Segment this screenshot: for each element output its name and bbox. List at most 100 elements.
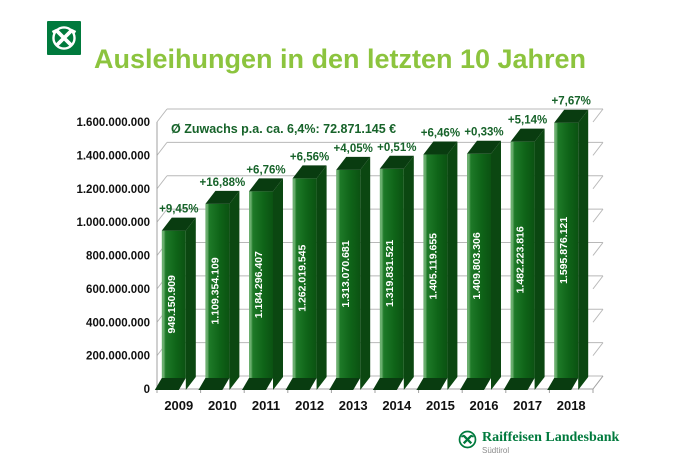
bar-value-label: 1.313.070.681	[340, 240, 352, 307]
bar-value-label: 1.405.119.655	[427, 233, 439, 300]
growth-label: +5,14%	[508, 115, 547, 127]
bar-2012	[292, 178, 317, 378]
gridline-right-depth-stub	[592, 308, 604, 323]
bar-2017	[510, 141, 535, 378]
logo-circle	[458, 430, 477, 449]
growth-label: +16,88%	[200, 177, 246, 189]
bar-2018	[554, 122, 579, 378]
growth-label: +4,05%	[334, 143, 373, 155]
year-label: 2018	[557, 398, 586, 413]
gridline-right-depth-stub	[592, 175, 604, 190]
bar-top-face	[205, 190, 240, 204]
bar-top-face	[249, 178, 283, 192]
year-label: 2015	[426, 398, 455, 413]
x-axis-depth-line	[592, 375, 604, 390]
bar-side-face	[185, 217, 196, 390]
logo-cross	[55, 29, 73, 47]
gable-cross-icon-small	[458, 430, 477, 449]
gable-cross-icon	[47, 21, 81, 55]
bar-value-label: 1.319.831.521	[384, 240, 396, 307]
bar-value-label: 1.482.223.816	[515, 226, 527, 293]
bar-top-face	[554, 109, 589, 123]
gridline-right-depth-stub	[592, 242, 604, 256]
growth-label: +6,76%	[246, 164, 285, 176]
bar-2009	[161, 230, 186, 378]
bar-top-face	[423, 141, 458, 155]
logo-circle	[52, 26, 76, 50]
page-title: Ausleihungen in den letzten 10 Jahren	[93, 44, 587, 74]
bar-foot	[460, 378, 491, 390]
bar-side-face	[447, 141, 458, 390]
y-axis-label: 1.200.000.000	[76, 184, 150, 196]
bar-foot	[547, 378, 579, 390]
logo-cross-hooks	[51, 28, 77, 34]
bar-2015	[423, 154, 448, 378]
bar-foot	[242, 378, 273, 390]
bar-foot	[154, 378, 186, 390]
bar-foot	[416, 378, 448, 390]
year-label: 2017	[513, 398, 542, 413]
gridline-right-depth-stub	[592, 342, 604, 356]
gridline-left-depth-stub	[156, 175, 168, 190]
year-label: 2011	[252, 398, 280, 413]
logo-cross-hooks	[460, 434, 475, 438]
gridline-right-depth-stub	[592, 208, 604, 223]
bar-top-face	[467, 140, 501, 154]
bar-side-face	[229, 190, 240, 390]
bar-foot	[285, 378, 317, 390]
gridline-right-depth-stub	[592, 142, 604, 156]
footer-region: Südtirol	[482, 446, 510, 455]
year-label: 2016	[470, 398, 499, 413]
logo-cross	[462, 434, 473, 445]
y-axis-label: 800.000.000	[86, 251, 150, 263]
bar-2014	[379, 168, 404, 378]
bar-foot	[198, 378, 230, 390]
bar-foot	[372, 378, 404, 390]
bar-2016	[467, 153, 491, 378]
y-axis-label: 1.600.000.000	[76, 117, 150, 129]
bar-top-face	[161, 217, 196, 231]
footer-brand: Raiffeisen Landesbank Südtirol	[458, 429, 619, 455]
bar-side-face	[273, 178, 283, 390]
bar-foot	[503, 378, 535, 390]
growth-label: +6,56%	[290, 151, 329, 163]
bar-value-label: 1.184.296.407	[253, 251, 265, 318]
bar-side-face	[360, 156, 371, 390]
growth-label: +6,46%	[421, 128, 460, 140]
growth-label: +7,67%	[552, 96, 591, 108]
bar-top-face	[336, 156, 371, 170]
bar-side-face	[403, 155, 414, 390]
bar-top-face	[379, 155, 414, 169]
y-axis-label: 1.400.000.000	[76, 150, 150, 162]
y-axis-label: 400.000.000	[86, 317, 150, 329]
bar-foot	[329, 378, 361, 390]
y-axis-label: 600.000.000	[86, 284, 150, 296]
bar-value-label: 1.262.019.545	[297, 244, 309, 311]
raiffeisen-logo-square	[47, 21, 81, 55]
bar-value-label: 1.595.876.121	[558, 217, 570, 284]
bar-top-face	[292, 165, 327, 179]
bar-2010	[205, 203, 230, 378]
y-axis-label: 200.000.000	[86, 351, 150, 363]
footer-text: Raiffeisen Landesbank Südtirol	[482, 429, 619, 455]
bar-side-face	[316, 165, 327, 390]
bar-side-face	[578, 109, 589, 390]
chart-annotation: Ø Zuwachs p.a. ca. 6,4%: 72.871.145 €	[171, 122, 396, 136]
growth-label: +0,33%	[464, 127, 503, 139]
footer-brand-name: Raiffeisen Landesbank	[482, 430, 620, 445]
bar-top-face	[510, 128, 545, 142]
bar-side-face	[534, 128, 545, 390]
year-label: 2014	[382, 398, 412, 413]
gridline-right-depth-stub	[592, 108, 604, 123]
gridline-left-depth-stub	[156, 208, 168, 223]
bar-value-label: 1.409.803.306	[471, 232, 483, 299]
bar-2011	[249, 191, 273, 378]
year-label: 2009	[164, 398, 193, 413]
bar-value-label: 1.109.354.109	[209, 257, 221, 324]
year-label: 2013	[339, 398, 368, 413]
gridline-left-depth-stub	[156, 108, 168, 123]
y-axis-label: 0	[144, 384, 150, 396]
bar-value-label: 949.150.909	[166, 275, 178, 334]
